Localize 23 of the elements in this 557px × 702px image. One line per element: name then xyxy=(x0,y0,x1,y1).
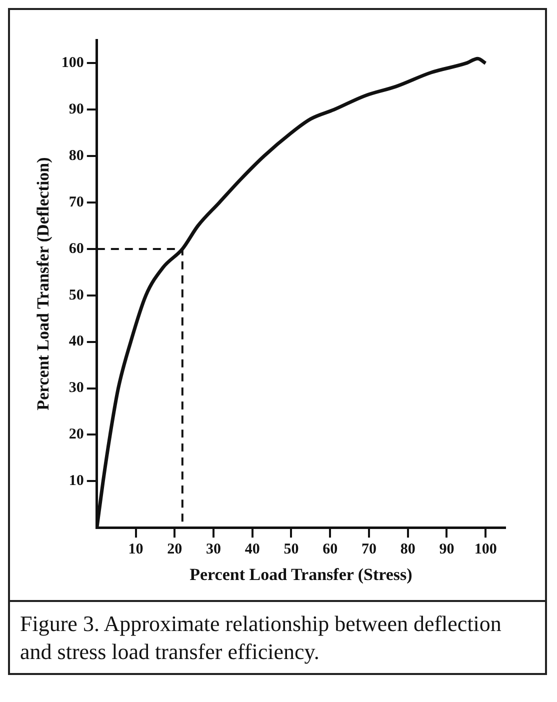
x-tick-label: 90 xyxy=(439,541,454,558)
y-tick-label: 90 xyxy=(68,102,84,118)
y-tick-label: 40 xyxy=(68,334,84,350)
x-axis-title: Percent Load Transfer (Stress) xyxy=(190,565,412,584)
x-tick-label: 80 xyxy=(400,541,416,558)
y-tick-label: 20 xyxy=(68,426,84,443)
y-tick-label: 100 xyxy=(61,55,84,72)
y-tick-label: 30 xyxy=(68,380,84,396)
y-tick-label: 50 xyxy=(68,287,84,304)
x-tick-label: 20 xyxy=(167,541,182,558)
y-axis-title: Percent Load Transfer (Deflection) xyxy=(34,157,53,410)
x-tick-label: 40 xyxy=(244,541,260,558)
x-tick-label: 70 xyxy=(361,541,376,558)
x-tick-label: 30 xyxy=(206,541,221,558)
x-tick-label: 10 xyxy=(128,541,144,558)
x-tick-label: 50 xyxy=(284,541,299,558)
x-tick-label: 60 xyxy=(322,541,338,558)
y-tick-label: 70 xyxy=(68,194,84,210)
y-tick-label: 10 xyxy=(68,473,84,490)
y-tick-label: 60 xyxy=(68,240,84,257)
y-tick-label: 80 xyxy=(68,148,84,164)
caption: Figure 3. Approximate relationship between deflection and stress load transfer efficiency. xyxy=(20,610,502,665)
x-tick-label: 100 xyxy=(474,541,497,558)
